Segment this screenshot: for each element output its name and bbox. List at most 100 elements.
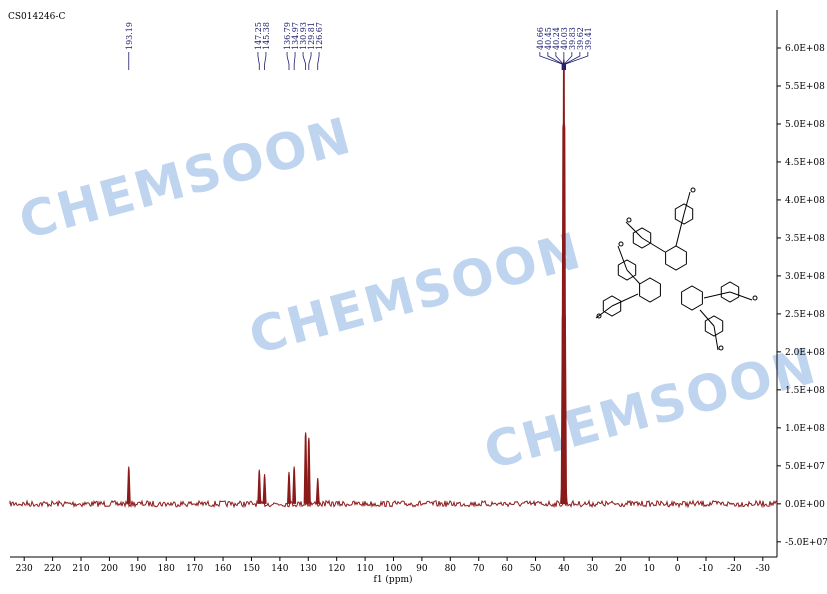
peak [286, 471, 291, 504]
peak-label-connector [317, 52, 320, 70]
y-tick-label: 3.5E+08 [785, 234, 825, 244]
peak-label-connector [564, 52, 581, 70]
peak [292, 466, 297, 504]
peak [126, 466, 131, 504]
peak-label-connector [293, 52, 296, 70]
x-tick-label: 0 [675, 564, 681, 574]
peak [262, 474, 267, 504]
x-tick-label: 220 [44, 564, 61, 574]
bond [713, 325, 719, 351]
peak-label: 39.41 [584, 27, 593, 50]
ring [602, 295, 622, 317]
bond [617, 245, 628, 271]
aldehyde-o [626, 217, 632, 223]
x-tick-label: 150 [243, 564, 260, 574]
x-tick-label: -30 [756, 564, 771, 574]
y-tick-label: 1.0E+08 [785, 424, 825, 434]
peak-label: 40.24 [552, 27, 561, 50]
x-tick-label: 60 [501, 564, 513, 574]
peak-label: 40.03 [560, 27, 569, 50]
molecule-structure [595, 187, 758, 351]
x-tick-label: 70 [473, 564, 485, 574]
peak-label: 134.97 [291, 22, 300, 50]
peak-label: 193.19 [125, 22, 134, 50]
peak-label: 147.25 [254, 22, 263, 50]
x-tick-label: 200 [101, 564, 118, 574]
bond [699, 309, 715, 327]
y-tick-label: 1.5E+08 [785, 386, 825, 396]
peak-label: 126.67 [315, 22, 324, 50]
peak-label: 136.79 [283, 22, 292, 50]
peak-label-connector [564, 52, 573, 70]
bond [729, 291, 753, 301]
peak-label: 40.66 [536, 27, 545, 50]
ring [720, 281, 740, 303]
y-tick-label: 2.0E+08 [785, 348, 825, 358]
x-tick-label: 130 [300, 564, 317, 574]
peak [257, 469, 262, 504]
peak [563, 480, 568, 504]
peak-label-connector [264, 52, 267, 70]
peak-label: 130.93 [299, 22, 308, 50]
peak [563, 313, 568, 504]
aldehyde-o [618, 241, 624, 247]
watermark: CHEMSOON [478, 336, 823, 480]
peak [306, 437, 311, 504]
ring [674, 203, 694, 225]
x-tick-label: 30 [587, 564, 599, 574]
x-tick-label: 110 [356, 564, 373, 574]
peak-label: 40.45 [544, 27, 553, 50]
peak-label-connector [257, 52, 260, 70]
peak [315, 477, 320, 504]
y-tick-label: 4.0E+08 [785, 196, 825, 206]
ring [632, 227, 652, 249]
x-tick-label: 10 [643, 564, 655, 574]
y-tick-label: 5.0E+07 [785, 462, 825, 472]
x-tick-label: 90 [416, 564, 428, 574]
ring [639, 277, 661, 303]
y-tick-label: 2.5E+08 [785, 310, 825, 320]
bond [703, 291, 731, 299]
chart-title: CS014246-C [8, 12, 65, 22]
x-tick-label: 210 [72, 564, 89, 574]
x-tick-label: 20 [615, 564, 627, 574]
x-tick-label: 100 [385, 564, 402, 574]
peak-label: 39.62 [576, 27, 585, 50]
ring [704, 315, 724, 337]
aldehyde-o [752, 295, 758, 301]
x-tick-label: 160 [214, 564, 231, 574]
ring [665, 245, 687, 271]
x-tick-label: 140 [271, 564, 288, 574]
x-tick-label: -10 [699, 564, 714, 574]
bond [595, 305, 613, 319]
peak [303, 432, 308, 504]
peak-label: 39.83 [568, 27, 577, 50]
x-tick-label: 170 [186, 564, 203, 574]
baseline-noise [9, 499, 778, 509]
bond [626, 269, 641, 285]
y-tick-label: -5.0E+07 [785, 538, 827, 548]
ring [617, 259, 637, 281]
x-axis-label: f1 (ppm) [374, 574, 413, 585]
watermark: CHEMSOON [243, 221, 588, 365]
peak-label-connector [539, 52, 563, 70]
bond [641, 237, 666, 253]
bond [675, 213, 685, 247]
peak-label-connector [286, 52, 290, 70]
peak-label: 145.38 [262, 22, 271, 50]
bond [625, 221, 643, 239]
x-tick-label: -20 [727, 564, 742, 574]
peak-label-connector [547, 52, 564, 70]
peak-label-connector [308, 52, 312, 70]
peak-label: 129.81 [307, 22, 316, 50]
x-tick-label: 180 [158, 564, 175, 574]
y-tick-label: 0.0E+00 [785, 500, 825, 510]
aldehyde-o [690, 187, 696, 193]
x-tick-label: 50 [530, 564, 542, 574]
watermark: CHEMSOON [13, 106, 358, 250]
x-tick-label: 230 [16, 564, 33, 574]
ring [681, 285, 703, 311]
peak-label-connector [565, 52, 589, 70]
y-tick-label: 5.0E+08 [785, 120, 825, 130]
